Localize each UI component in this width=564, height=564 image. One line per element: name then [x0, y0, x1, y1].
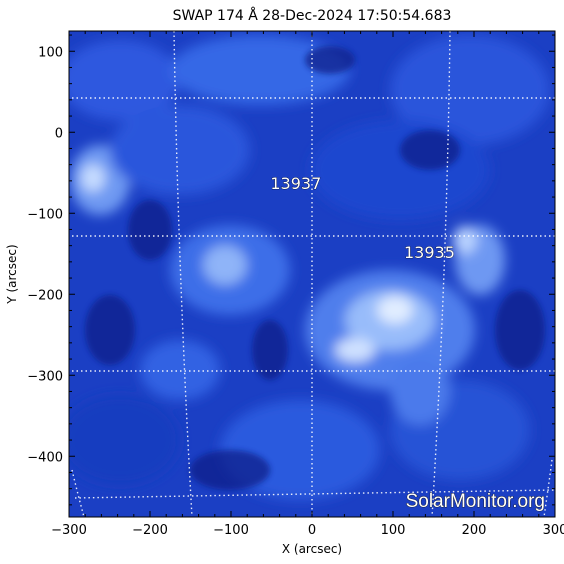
- x-axis-title: X (arcsec): [282, 542, 342, 556]
- y-tick-label: −200: [27, 288, 63, 303]
- solar-disk-image: [69, 31, 555, 517]
- x-tick-label: −300: [51, 523, 87, 538]
- x-tick-label: −100: [213, 523, 249, 538]
- x-tick-label: 200: [462, 523, 487, 538]
- plot-title: SWAP 174 Å 28-Dec-2024 17:50:54.683: [173, 7, 452, 24]
- x-tick-label: 0: [308, 523, 316, 538]
- x-axis-ticks: [68, 31, 556, 517]
- y-tick-label: −300: [27, 369, 63, 384]
- active-region-label: 13937: [270, 174, 321, 193]
- y-tick-label: −400: [27, 450, 63, 465]
- y-tick-label: 0: [55, 126, 63, 141]
- active-region-labels: 13937 13935: [270, 174, 455, 262]
- x-tick-label: 100: [381, 523, 406, 538]
- coordinate-grid: [71, 31, 555, 517]
- y-axis-title: Y (arcsec): [5, 244, 19, 304]
- active-region-label: 13935: [404, 243, 455, 262]
- watermark-text: SolarMonitor.org: [406, 491, 545, 512]
- y-tick-label: −100: [27, 207, 63, 222]
- x-tick-label: 300: [543, 523, 564, 538]
- x-tick-label: −200: [132, 523, 168, 538]
- y-axis-tick-labels: 100 0 −100 −200 −300 −400: [27, 45, 63, 465]
- y-tick-label: 100: [38, 45, 63, 60]
- x-axis-tick-labels: −300 −200 −100 0 100 200 300: [51, 523, 564, 538]
- y-axis-ticks: [69, 34, 555, 506]
